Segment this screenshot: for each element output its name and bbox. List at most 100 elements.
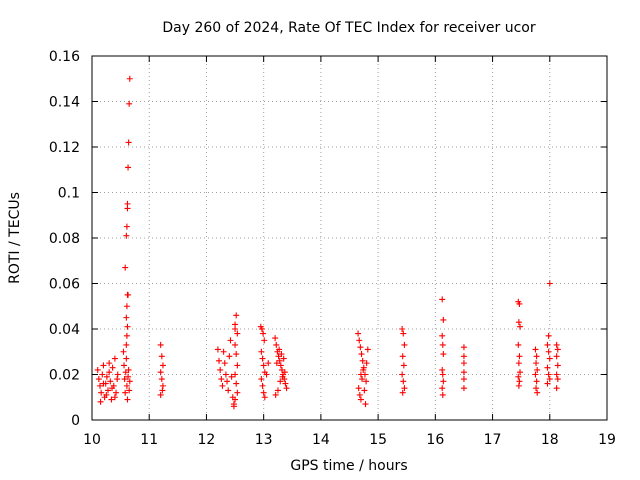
data-point [515,373,522,380]
data-point [158,376,165,383]
data-point [544,364,551,371]
data-point [159,387,166,394]
x-tick-label: 10 [83,432,101,448]
data-point [460,360,467,367]
data-point [546,355,553,362]
y-tick-label: 0.08 [49,231,80,247]
data-point [358,351,365,358]
data-point [114,371,121,378]
data-point [124,396,131,403]
data-point [554,362,561,369]
data-point [260,389,267,396]
data-point [103,391,110,398]
data-points [94,75,561,410]
axis-ticks [91,55,608,421]
data-point [125,373,132,380]
data-point [263,371,270,378]
data-point [516,378,523,385]
data-point [460,376,467,383]
data-point [226,353,233,360]
chart-title: Day 260 of 2024, Rate Of TEC Index for r… [162,20,536,36]
data-point [222,371,229,378]
data-point [219,382,226,389]
data-point [532,371,539,378]
data-point [159,382,166,389]
data-point [157,391,164,398]
y-axis-label: ROTI / TECUs [7,192,23,284]
x-axis-label: GPS time / hours [290,458,407,474]
data-point [276,346,283,353]
data-point [227,337,234,344]
data-point [544,380,551,387]
y-tick-label: 0.12 [49,140,80,156]
data-point [460,344,467,351]
data-point [360,366,367,373]
data-point [359,376,366,383]
data-point [544,341,551,348]
data-point [282,380,289,387]
y-tick-label: 0.06 [49,277,80,293]
data-point [400,362,407,369]
data-point [220,348,227,355]
data-point [122,389,129,396]
data-point [260,330,267,337]
data-point [553,353,560,360]
data-point [534,366,541,373]
data-point [401,385,408,392]
data-point [357,344,364,351]
data-point [280,355,287,362]
data-point [401,341,408,348]
data-point [106,360,113,367]
data-point [100,362,107,369]
x-tick-label: 17 [484,432,502,448]
y-tick-label: 0.16 [49,49,80,65]
data-point [357,371,364,378]
data-point [399,353,406,360]
data-point [399,371,406,378]
data-point [232,396,239,403]
data-point [258,376,265,383]
data-point [126,100,133,107]
data-point [217,366,224,373]
data-point [123,382,130,389]
data-point [111,394,118,401]
data-point [105,387,112,394]
data-point [533,385,540,392]
data-point [221,360,228,367]
data-point [97,382,104,389]
tick-labels: 10 11 12 13 14 15 16 17 18 19 0 0.02 0.04 0.06 0.08 0.1… [49,49,616,448]
data-point [109,364,116,371]
data-point [545,348,552,355]
data-point [400,330,407,337]
data-point [439,371,446,378]
data-point [214,346,221,353]
data-point [159,362,166,369]
data-point [103,373,110,380]
data-point [259,355,266,362]
data-point [361,387,368,394]
data-point [124,323,131,330]
x-tick-label: 15 [369,432,387,448]
data-point [532,346,539,353]
y-tick-label: 0.04 [49,322,80,338]
y-tick-label: 0.14 [49,95,80,111]
data-point [123,341,130,348]
data-point [439,391,446,398]
data-point [234,362,241,369]
data-point [123,232,130,239]
data-point [98,389,105,396]
x-tick-label: 19 [598,432,616,448]
data-point [123,303,130,310]
data-point [225,387,232,394]
x-tick-label: 14 [312,432,330,448]
data-point [272,391,279,398]
data-point [124,200,131,207]
data-point [439,385,446,392]
data-point [259,382,266,389]
data-point [158,353,165,360]
x-tick-label: 16 [426,432,444,448]
data-point [94,366,101,373]
x-tick-label: 13 [255,432,273,448]
data-point [108,396,115,403]
